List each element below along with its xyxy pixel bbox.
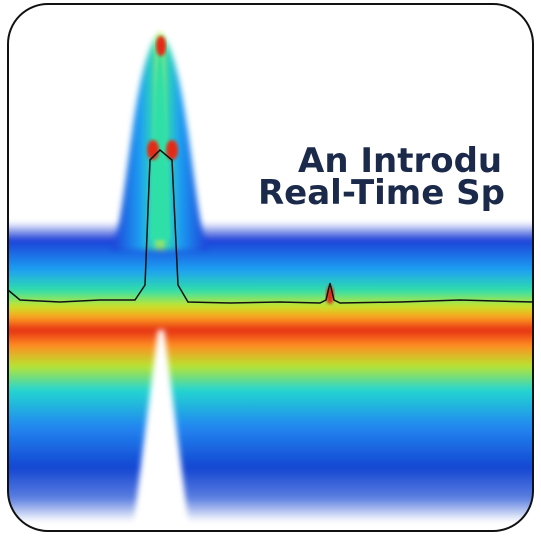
card-border [7,3,534,532]
title-line-1: An Introdu [298,141,502,181]
spectrum-image: An Introdu Real-Time Sp [8,4,533,531]
title-line-2: Real-Time Sp [258,173,505,213]
